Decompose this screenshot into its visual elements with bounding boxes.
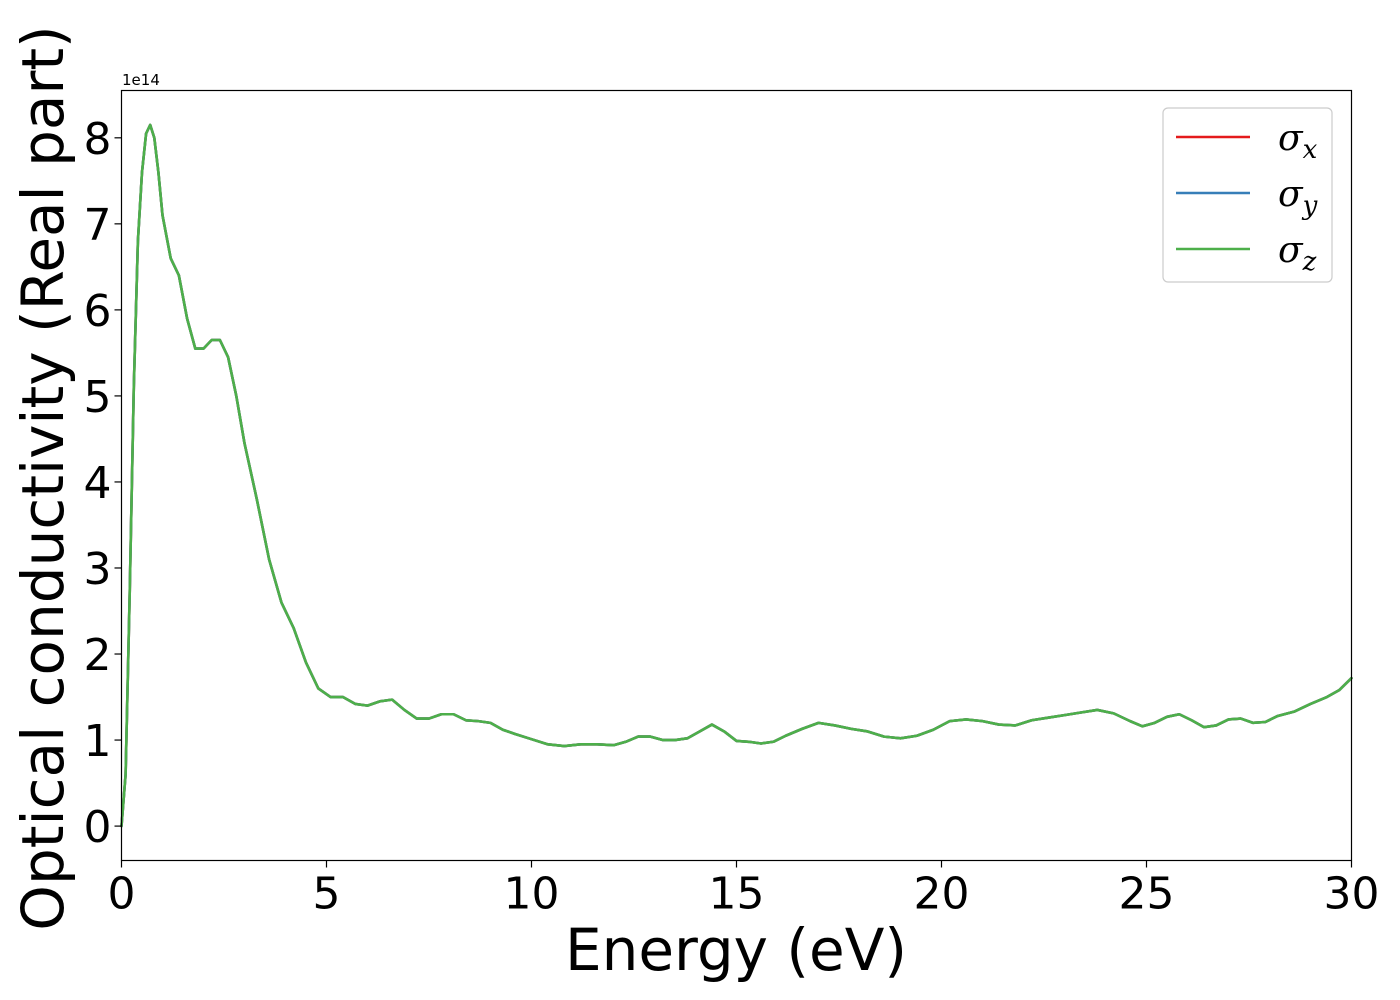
y-axis: 0 1 2 3 4 5 6 7 8 [84, 114, 122, 853]
legend-label: σz [1278, 230, 1317, 277]
legend-subscript: z [1302, 247, 1317, 277]
x-axis: 0 5 10 15 20 25 30 [108, 860, 1380, 920]
y-tick-label: 4 [84, 458, 112, 509]
y-tick-label: 2 [84, 630, 112, 681]
legend-label: σx [1278, 118, 1318, 165]
y-tick-label: 1 [84, 716, 112, 767]
x-tick-label: 5 [313, 869, 341, 920]
y-axis-label: Optical conductivity (Real part) [9, 25, 77, 930]
y-offset-label: 1e14 [122, 71, 160, 89]
y-tick-label: 7 [84, 200, 112, 251]
legend-label: σy [1278, 174, 1318, 221]
x-tick-label: 30 [1324, 869, 1380, 920]
x-tick-label: 0 [108, 869, 136, 920]
y-tick-label: 3 [84, 544, 112, 595]
legend-subscript: y [1302, 191, 1318, 221]
y-tick-label: 0 [84, 802, 112, 853]
legend-symbol: σ [1278, 230, 1304, 271]
x-axis-label: Energy (eV) [565, 916, 907, 984]
legend-symbol: σ [1278, 174, 1304, 215]
series-layer [120, 123, 1353, 828]
y-tick-label: 5 [84, 372, 112, 423]
x-tick-label: 15 [709, 869, 765, 920]
x-tick-label: 10 [504, 869, 560, 920]
legend-subscript: x [1303, 135, 1318, 165]
y-tick-label: 8 [84, 114, 112, 165]
legend-symbol: σ [1278, 118, 1304, 159]
series-line-2 [120, 123, 1353, 828]
x-tick-label: 25 [1119, 869, 1175, 920]
legend-frame [1162, 107, 1333, 283]
x-tick-label: 20 [914, 869, 970, 920]
y-tick-label: 6 [84, 286, 112, 337]
